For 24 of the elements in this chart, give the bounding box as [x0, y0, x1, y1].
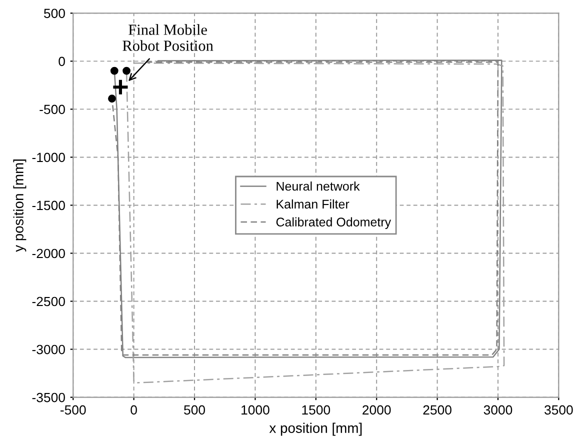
x-tick-label: -500 — [60, 405, 86, 415]
y-tick-label: 500 — [44, 8, 65, 18]
x-tick-label: 2500 — [423, 405, 452, 415]
annotation: Final Mobile Robot Position — [122, 24, 214, 51]
x-tick-label: 500 — [184, 405, 206, 415]
x-tick-label: 3500 — [544, 405, 573, 415]
y-tick-label: -1000 — [32, 152, 65, 162]
x-axis-title: x position [mm] — [269, 422, 362, 436]
y-axis-title: y position [mm] — [13, 160, 26, 252]
y-tick-label: 0 — [58, 56, 65, 66]
y-tick-label: -500 — [40, 104, 65, 114]
x-tick-label: 0 — [130, 405, 137, 415]
x-tick-label: 1500 — [302, 405, 330, 415]
x-tick-label: 2000 — [362, 405, 391, 415]
legend-label: Calibrated Odometry — [276, 217, 392, 229]
x-tick-label: 3000 — [484, 405, 512, 415]
y-tick-label: -3000 — [32, 344, 65, 354]
legend-label: Neural network — [276, 182, 360, 191]
y-tick-label: -1500 — [32, 200, 65, 210]
legend-label: Kalman Filter — [276, 199, 350, 209]
y-tick-label: -3500 — [32, 392, 65, 402]
x-tick-label: 1000 — [242, 405, 270, 415]
y-tick-label: -2000 — [32, 248, 65, 258]
y-tick-label: -2500 — [32, 296, 65, 306]
